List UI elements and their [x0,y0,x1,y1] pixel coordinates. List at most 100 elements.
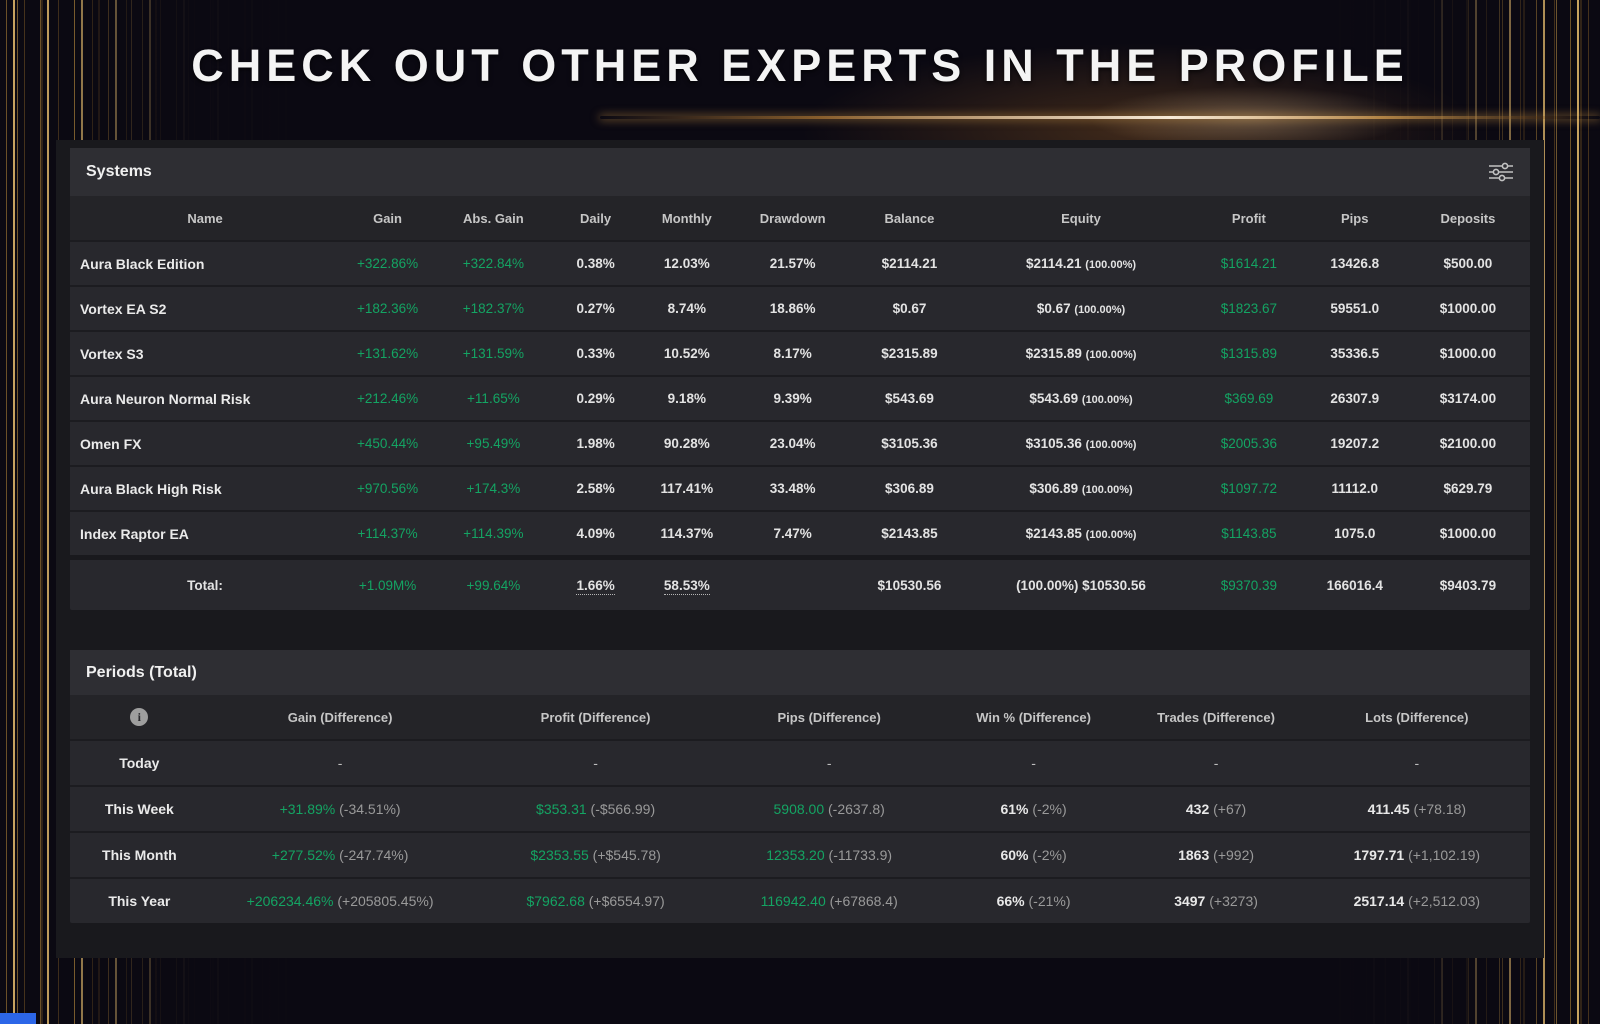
total-monthly-value[interactable]: 58.53% [663,577,710,595]
system-name-link[interactable]: Index Raptor EA [70,510,341,558]
equity-value: $2114.21 [1025,256,1082,271]
system-name-link[interactable]: Aura Neuron Normal Risk [70,375,341,421]
column-header-drawdown: Drawdown [734,196,852,241]
equity-value: $306.89 [1029,481,1079,496]
equity-value: $2315.89 [1025,346,1082,361]
profit-cell: $1315.89 [1194,330,1304,376]
gain-cell: +212.46% [340,375,435,421]
equity-percent: (100.00%) [1074,304,1126,316]
trades-difference-cell: 3497 (+3273) [1128,877,1304,923]
deposits-cell: $1000.00 [1405,330,1530,376]
lots-difference-cell: - [1303,739,1530,786]
monthly-cell: 117.41% [639,465,735,511]
drawdown-cell: 33.48% [734,465,852,511]
total-deposits: $9403.79 [1405,555,1530,610]
system-name-link[interactable]: Vortex EA S2 [70,285,341,331]
period-row-this-month: This Month +277.52% (-247.74%) $2353.55 … [70,831,1530,878]
balance-cell: $0.67 [851,285,968,331]
profit-difference-cell: $7962.68 (+$6554.97) [471,877,720,923]
daily-cell: 0.38% [551,240,640,286]
profit-cell: $1823.67 [1194,285,1304,331]
deposits-cell: $629.79 [1405,465,1530,511]
equity-cell: $2143.85 (100.00%) [967,510,1195,558]
profit-value: - [593,755,598,771]
win-diff: (-21%) [1028,893,1071,909]
balance-cell: $543.69 [851,375,968,421]
total-equity: (100.00%) $10530.56 [967,555,1195,610]
profit-diff: (+$545.78) [592,847,661,863]
gain-difference-cell: +277.52% (-247.74%) [208,831,472,878]
equity-cell: $2315.89 (100.00%) [967,330,1195,376]
pips-cell: 26307.9 [1303,375,1406,421]
table-row: Index Raptor EA +114.37% +114.39% 4.09% … [70,510,1530,558]
total-daily-value[interactable]: 1.66% [576,577,615,595]
system-name-link[interactable]: Vortex S3 [70,330,341,376]
gain-cell: +131.62% [340,330,435,376]
deposits-cell: $1000.00 [1405,510,1530,558]
profit-value: $7962.68 [526,893,585,909]
win-value: 60% [1000,847,1029,863]
abs-gain-cell: +95.49% [434,420,552,466]
balance-cell: $2114.21 [851,240,968,286]
daily-cell: 1.98% [551,420,640,466]
filter-sliders-icon[interactable] [1488,161,1514,183]
info-column-header: i [70,695,209,740]
trades-value: - [1213,755,1219,771]
period-label: This Month [70,831,209,878]
total-drawdown [734,555,852,610]
monthly-cell: 90.28% [639,420,735,466]
totals-row: Total: +1.09M% +99.64% 1.66% 58.53% $105… [70,555,1530,610]
period-row-this-year: This Year +206234.46% (+205805.45%) $796… [70,877,1530,923]
profit-cell: $369.69 [1194,375,1304,421]
system-name-link[interactable]: Aura Black Edition [70,240,341,286]
profit-difference-cell: $2353.55 (+$545.78) [471,831,720,878]
profit-difference-cell: $353.31 (-$566.99) [471,785,720,832]
periods-header-row: i Gain (Difference) Profit (Difference) … [70,695,1530,740]
pips-cell: 19207.2 [1303,420,1406,466]
monthly-cell: 114.37% [639,510,735,558]
lots-diff: (+1,102.19) [1408,847,1481,863]
total-monthly: 58.53% [639,555,735,610]
equity-cell: $543.69 (100.00%) [967,375,1195,421]
drawdown-cell: 21.57% [734,240,852,286]
period-row-this-week: This Week +31.89% (-34.51%) $353.31 (-$5… [70,785,1530,832]
equity-percent: (100.00%) [1085,259,1137,271]
gain-diff: (-247.74%) [339,847,409,863]
trades-difference-cell: 1863 (+992) [1128,831,1304,878]
content-wrapper: Systems Name Gain Abs. Gain [56,140,1544,958]
periods-panel: Periods (Total) i Gain (Difference) Prof… [70,650,1530,923]
abs-gain-cell: +11.65% [434,375,552,421]
balance-cell: $2143.85 [851,510,968,558]
system-name-link[interactable]: Aura Black High Risk [70,465,341,511]
abs-gain-cell: +114.39% [434,510,552,558]
total-balance: $10530.56 [851,555,968,610]
drawdown-cell: 9.39% [734,375,852,421]
column-header-lots-difference: Lots (Difference) [1303,695,1530,740]
profit-cell: $1143.85 [1194,510,1304,558]
gain-cell: +322.86% [340,240,435,286]
daily-cell: 0.27% [551,285,640,331]
page-title: CHECK OUT OTHER EXPERTS IN THE PROFILE [191,40,1409,91]
systems-panel: Systems Name Gain Abs. Gain [70,148,1530,610]
equity-value: $3105.36 [1025,436,1082,451]
lots-value: 1797.71 [1353,847,1405,863]
period-row-today: Today - - - - - - [70,739,1530,786]
trades-difference-cell: - [1128,739,1304,786]
pips-cell: 1075.0 [1303,510,1406,558]
balance-cell: $306.89 [851,465,968,511]
equity-percent: (100.00%) [1081,394,1133,406]
gain-diff: (-34.51%) [339,801,401,817]
drawdown-cell: 23.04% [734,420,852,466]
systems-title: Systems [86,163,152,180]
info-icon[interactable]: i [130,708,149,726]
lots-value: - [1414,755,1420,771]
pips-cell: 35336.5 [1303,330,1406,376]
system-name-link[interactable]: Omen FX [70,420,341,466]
profit-diff: (+$6554.97) [588,893,665,909]
table-row: Omen FX +450.44% +95.49% 1.98% 90.28% 23… [70,420,1530,466]
systems-titlebar: Systems [70,148,1530,196]
column-header-trades-difference: Trades (Difference) [1128,695,1304,740]
column-header-deposits: Deposits [1405,196,1530,241]
lots-difference-cell: 2517.14 (+2,512.03) [1303,877,1530,923]
lots-difference-cell: 1797.71 (+1,102.19) [1303,831,1530,878]
